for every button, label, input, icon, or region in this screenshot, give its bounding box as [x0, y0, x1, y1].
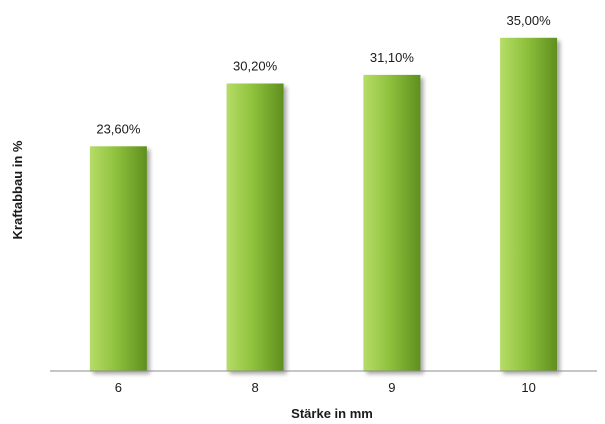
x-tick-label-10: 10: [521, 380, 535, 395]
data-label-10: 35,00%: [507, 13, 552, 28]
x-axis-title: Stärke in mm: [291, 406, 373, 421]
bar-6: [89, 146, 147, 371]
bar-8: [226, 83, 284, 371]
x-tick-label-8: 8: [251, 380, 258, 395]
bar-10: [500, 37, 558, 372]
y-axis-title: Kraftabbau in %: [10, 140, 25, 239]
x-tick-label-6: 6: [115, 380, 122, 395]
x-tick-label-9: 9: [388, 380, 395, 395]
data-label-8: 30,20%: [233, 59, 278, 74]
bars: [89, 37, 558, 372]
data-label-6: 23,60%: [96, 121, 141, 136]
data-labels: 23,60% 30,20% 31,10% 35,00%: [96, 13, 551, 137]
bar-9: [363, 74, 421, 372]
data-label-9: 31,10%: [370, 50, 415, 65]
x-tick-labels: 6 8 9 10: [115, 380, 536, 395]
